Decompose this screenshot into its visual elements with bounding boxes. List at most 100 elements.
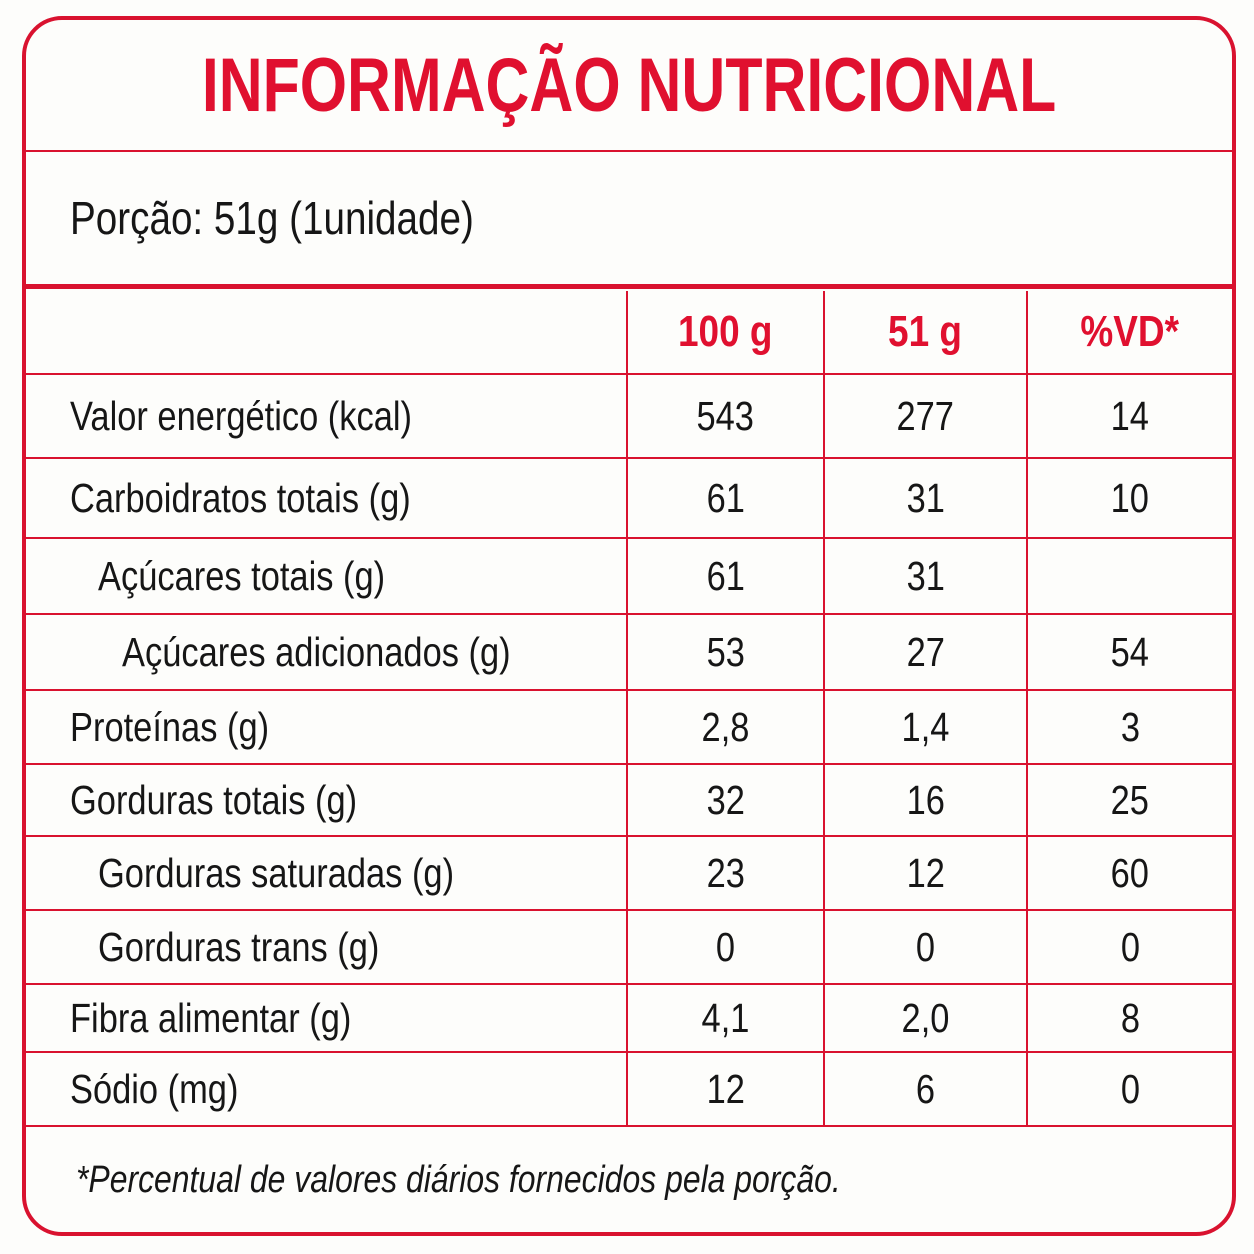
nutrient-label: Proteínas (g) <box>70 703 270 750</box>
table-cell: 0 <box>1026 1051 1232 1127</box>
table-cell: 61 <box>626 537 825 615</box>
nutrient-value: 3 <box>1120 703 1140 750</box>
table-cell: Fibra alimentar (g) <box>26 983 628 1053</box>
table-cell: 60 <box>1026 835 1232 911</box>
column-header: 100 g <box>678 307 773 356</box>
nutrient-label: Valor energético (kcal) <box>70 392 412 439</box>
nutrient-label: Açúcares totais (g) <box>98 552 386 599</box>
nutrient-label: Carboidratos totais (g) <box>70 474 411 521</box>
table-cell: 25 <box>1026 763 1232 837</box>
table-cell: 0 <box>1026 909 1232 985</box>
nutrient-value: 23 <box>706 849 745 896</box>
header-cell <box>26 291 628 375</box>
footer-band: *Percentual de valores diários fornecido… <box>26 1128 1232 1232</box>
table-cell: 8 <box>1026 983 1232 1053</box>
table-cell: Proteínas (g) <box>26 689 628 765</box>
table-cell: Valor energético (kcal) <box>26 373 628 459</box>
table-cell: 23 <box>626 835 825 911</box>
nutrient-value: 31 <box>906 552 945 599</box>
nutrient-value: 60 <box>1110 849 1150 896</box>
header-row: 100 g 51 g %VD* <box>26 291 1232 375</box>
nutrient-value: 0 <box>1120 923 1140 970</box>
table-cell: 1,4 <box>823 689 1028 765</box>
table-cell: Açúcares adicionados (g) <box>26 613 628 691</box>
nutrient-value: 25 <box>1110 776 1150 823</box>
table-cell: 54 <box>1026 613 1232 691</box>
nutrient-value: 14 <box>1110 392 1150 439</box>
table-cell: 277 <box>823 373 1028 459</box>
nutrient-value: 2,8 <box>701 703 750 750</box>
nutrient-value: 61 <box>706 474 745 521</box>
nutrient-value: 31 <box>906 474 945 521</box>
table-cell: 61 <box>626 457 825 539</box>
nutrient-value: 0 <box>915 923 936 970</box>
nutrient-value: 10 <box>1110 474 1150 521</box>
nutrient-label: Açúcares adicionados (g) <box>122 628 511 675</box>
nutrient-value: 16 <box>906 776 945 823</box>
header-cell: %VD* <box>1026 291 1232 375</box>
table-row: Carboidratos totais (g) 61 31 10 <box>26 457 1232 539</box>
table-cell: 27 <box>823 613 1028 691</box>
table-row: Açúcares totais (g) 61 31 <box>26 537 1232 615</box>
table-cell: Gorduras totais (g) <box>26 763 628 837</box>
serving: Porção: 51g (1unidade) <box>70 192 474 244</box>
nutrient-value: 0 <box>1120 1065 1140 1112</box>
table-row: Açúcares adicionados (g) 53 27 54 <box>26 613 1232 691</box>
table-row: Sódio (mg) 12 6 0 <box>26 1051 1232 1127</box>
nutrient-value: 61 <box>706 552 745 599</box>
nutrient-value: 0 <box>715 923 736 970</box>
table-cell: Sódio (mg) <box>26 1051 628 1127</box>
column-header: %VD* <box>1080 307 1180 356</box>
nutrition-table: 100 g 51 g %VD* Valor energético (kcal) 5… <box>26 291 1232 1127</box>
table-cell: 32 <box>626 763 825 837</box>
table-cell: 16 <box>823 763 1028 837</box>
table-cell: 0 <box>823 909 1028 985</box>
table-cell: 10 <box>1026 457 1232 539</box>
nutrient-label: Gorduras totais (g) <box>70 776 358 823</box>
nutrient-label: Gorduras trans (g) <box>98 923 380 970</box>
table-cell: 53 <box>626 613 825 691</box>
table-cell: 4,1 <box>626 983 825 1053</box>
table-row: Gorduras saturadas (g) 23 12 60 <box>26 835 1232 911</box>
nutrient-value: 27 <box>906 628 945 675</box>
title: INFORMAÇÃO NUTRICIONAL <box>201 42 1057 128</box>
nutrient-value: 54 <box>1110 628 1150 675</box>
table-cell: 31 <box>823 457 1028 539</box>
footnote: *Percentual de valores diários fornecido… <box>76 1158 841 1201</box>
nutrient-label: Gorduras saturadas (g) <box>98 849 455 896</box>
table-cell: Carboidratos totais (g) <box>26 457 628 539</box>
table-cell: Gorduras trans (g) <box>26 909 628 985</box>
nutrient-value: 6 <box>915 1065 936 1112</box>
nutrient-value: 53 <box>706 628 745 675</box>
table-cell: 14 <box>1026 373 1232 459</box>
nutrient-value: 1,4 <box>901 703 950 750</box>
nutrient-value: 2,0 <box>901 994 950 1041</box>
nutrient-value: 32 <box>706 776 745 823</box>
nutrient-label: Sódio (mg) <box>70 1065 239 1112</box>
nutrient-value: 543 <box>696 392 755 439</box>
table-cell: 12 <box>626 1051 825 1127</box>
nutrient-label: Fibra alimentar (g) <box>70 994 352 1041</box>
table-cell: 0 <box>626 909 825 985</box>
table-row: Fibra alimentar (g) 4,1 2,0 8 <box>26 983 1232 1053</box>
table-body: 100 g 51 g %VD* Valor energético (kcal) 5… <box>26 291 1232 1127</box>
nutrition-panel: INFORMAÇÃO NUTRICIONAL Porção: 51g (1uni… <box>22 16 1236 1236</box>
table-cell: Açúcares totais (g) <box>26 537 628 615</box>
nutrient-value: 277 <box>896 392 955 439</box>
table-cell: 12 <box>823 835 1028 911</box>
table-row: Gorduras trans (g) 0 0 0 <box>26 909 1232 985</box>
table-cell: 31 <box>823 537 1028 615</box>
table-cell: 6 <box>823 1051 1028 1127</box>
title-band: INFORMAÇÃO NUTRICIONAL <box>26 20 1232 152</box>
table-row: Valor energético (kcal) 543 277 14 <box>26 373 1232 459</box>
table-cell: 543 <box>626 373 825 459</box>
table-row: Proteínas (g) 2,8 1,4 3 <box>26 689 1232 765</box>
header-cell: 100 g <box>626 291 825 375</box>
table-cell: Gorduras saturadas (g) <box>26 835 628 911</box>
table-cell: 2,8 <box>626 689 825 765</box>
nutrient-value: 4,1 <box>701 994 750 1041</box>
header-cell: 51 g <box>823 291 1028 375</box>
column-header: 51 g <box>888 307 963 356</box>
serving-band: Porção: 51g (1unidade) <box>26 152 1232 289</box>
table-cell: 3 <box>1026 689 1232 765</box>
